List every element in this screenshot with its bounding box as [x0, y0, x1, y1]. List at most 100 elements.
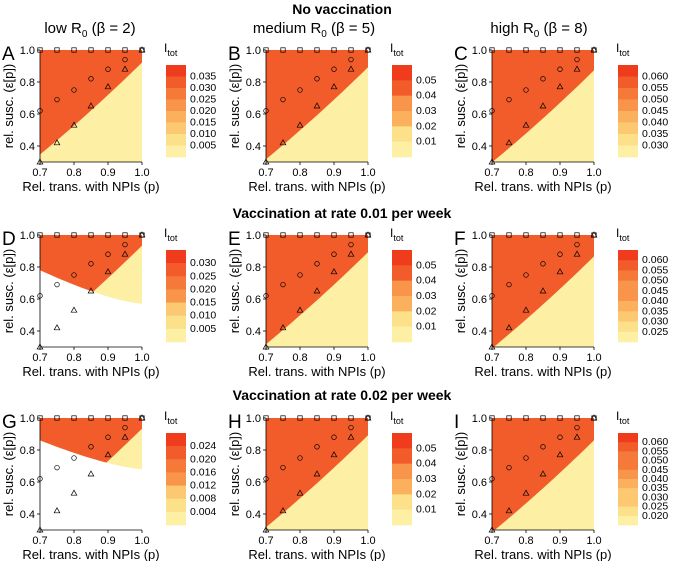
legend-tick-label: 0.040 — [642, 117, 668, 129]
heatmap-area — [40, 418, 142, 530]
x-axis-label: Rel. trans. with NPIs (p) — [474, 179, 611, 194]
legend-tick-label: 0.005 — [190, 323, 216, 335]
square-marker — [71, 232, 77, 238]
legend-tick-label: 0.055 — [642, 445, 668, 457]
triangle-marker — [121, 65, 129, 72]
legend-tick-label: 0.01 — [416, 321, 437, 333]
legend-tick-label: 0.03 — [416, 105, 437, 117]
x-axis-label: Rel. trans. with NPIs (p) — [474, 547, 611, 561]
x-tick-label: 0.7 — [32, 167, 47, 179]
y-tick-label: 1.0 — [20, 230, 35, 242]
triangle-marker — [330, 83, 338, 90]
square-marker — [557, 47, 563, 53]
square-marker — [348, 232, 354, 238]
legend-swatch — [166, 122, 186, 135]
triangle-marker — [539, 470, 547, 477]
y-axis-label: rel. susc. (ε[p]) — [227, 249, 242, 334]
legend-swatch — [392, 111, 412, 127]
circle-marker — [348, 241, 354, 248]
triangle-marker — [70, 306, 78, 313]
panel-grid: 0.7 0.8 0.9 1.0 0.4 0.6 0.8 1.0 Rel. trans. with… — [1, 41, 668, 561]
y-tick-label: 0.8 — [246, 262, 261, 274]
legend-swatch — [392, 463, 412, 480]
triangle-marker — [53, 324, 61, 331]
circle-marker — [557, 251, 563, 257]
legend-swatch — [618, 270, 638, 281]
legend-tick-label: 0.040 — [642, 473, 668, 485]
square-marker — [71, 415, 77, 421]
legend-tick-label: 0.055 — [642, 82, 668, 94]
circle-marker — [574, 241, 580, 248]
x-tick-label: 0.9 — [326, 535, 341, 547]
circle-marker — [540, 76, 546, 82]
panel-letter: B — [228, 44, 241, 65]
legend-swatch — [166, 76, 186, 89]
square-marker — [540, 47, 546, 53]
square-marker — [523, 47, 529, 53]
y-tick-label: 1.0 — [246, 45, 261, 57]
heatmap-area — [266, 418, 368, 530]
contour-band — [266, 235, 368, 345]
triangle-marker — [556, 268, 564, 275]
y-tick-label: 0.6 — [20, 294, 35, 306]
y-tick-label: 1.0 — [472, 45, 487, 57]
legend-title: Itot — [164, 226, 178, 243]
legend-swatch — [166, 315, 186, 330]
circle-marker — [314, 76, 320, 82]
y-tick-label: 1.0 — [472, 413, 487, 425]
legend-tick-label: 0.012 — [190, 480, 216, 492]
y-tick-label: 0.6 — [20, 477, 35, 489]
triangle-marker — [138, 46, 146, 53]
legend-tick-label: 0.04 — [416, 275, 437, 287]
circle-marker — [540, 261, 546, 267]
legend-swatch — [166, 276, 186, 290]
legend-title: Itot — [390, 409, 404, 426]
y-tick-label: 0.4 — [472, 326, 487, 338]
legend-title: Itot — [616, 409, 630, 426]
legend-swatch — [618, 451, 638, 461]
triangle-marker — [364, 46, 372, 53]
square-marker — [574, 47, 580, 53]
circle-marker — [348, 424, 354, 431]
x-tick-label: 1.0 — [360, 167, 375, 179]
circle-marker — [54, 281, 60, 288]
y-tick-label: 0.4 — [472, 509, 487, 521]
legend-tick-label: 0.005 — [190, 140, 216, 152]
triangle-marker — [104, 83, 112, 90]
legend-tick-label: 0.055 — [642, 264, 668, 276]
x-tick-label: 1.0 — [134, 352, 149, 364]
x-axis-label: Rel. trans. with NPIs (p) — [248, 547, 385, 561]
triangle-marker — [121, 250, 129, 257]
square-marker — [297, 415, 303, 421]
legend-swatch — [166, 65, 186, 77]
legend-title: Itot — [164, 41, 178, 58]
circle-marker — [122, 56, 128, 63]
circle-marker — [331, 434, 337, 440]
square-marker — [122, 232, 128, 238]
square-marker — [523, 232, 529, 238]
y-axis-label: rel. susc. (ε[p]) — [453, 432, 468, 517]
legend-swatch — [618, 290, 638, 302]
legend-tick-label: 0.050 — [642, 94, 668, 106]
legend-swatch — [392, 65, 412, 81]
x-tick-label: 0.7 — [258, 352, 273, 364]
square-marker — [506, 47, 512, 53]
y-tick-label: 1.0 — [20, 45, 35, 57]
triangle-marker — [573, 65, 581, 72]
triangle-marker — [522, 489, 530, 496]
triangle-marker — [556, 83, 564, 90]
legend-swatch — [618, 76, 638, 89]
x-tick-label: 0.7 — [32, 352, 47, 364]
legend-swatch — [392, 80, 412, 96]
x-tick-label: 0.9 — [552, 352, 567, 364]
legend-swatch — [618, 497, 638, 507]
legend-swatch — [392, 95, 412, 112]
triangle-marker — [539, 287, 547, 294]
triangle-marker — [296, 306, 304, 313]
x-tick-label: 0.8 — [66, 352, 81, 364]
x-tick-label: 0.8 — [518, 352, 533, 364]
x-tick-label: 1.0 — [134, 167, 149, 179]
legend-swatch — [618, 442, 638, 452]
